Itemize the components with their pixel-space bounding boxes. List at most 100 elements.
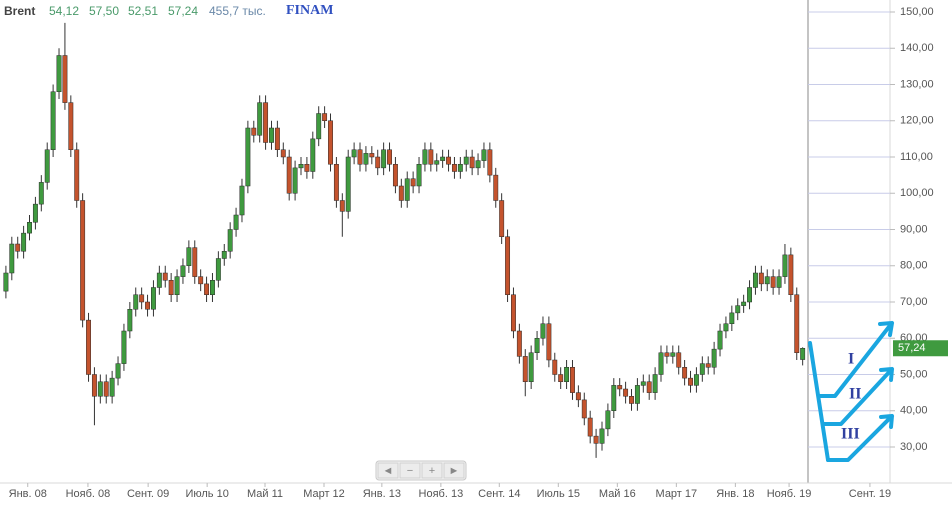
last-price-label: 57,24: [898, 342, 926, 354]
candle-body: [375, 156, 381, 169]
candle-body: [570, 367, 575, 393]
candle-body: [446, 156, 451, 165]
candle-body: [511, 294, 516, 332]
candle-body: [97, 381, 103, 397]
candle-body: [292, 167, 298, 194]
candle-body: [522, 356, 528, 382]
candle-body: [752, 272, 758, 288]
candle-body: [392, 164, 398, 187]
x-tick-label: Нояб. 19: [767, 488, 812, 500]
candle-body: [794, 294, 800, 353]
candle-body: [310, 138, 316, 172]
candle-body: [80, 200, 86, 321]
candle-body: [168, 280, 174, 295]
candle-body: [257, 102, 263, 136]
candle-body: [617, 385, 623, 390]
nav-button[interactable]: −: [399, 462, 421, 479]
candle-body: [9, 243, 15, 274]
candle-body: [611, 385, 617, 411]
scenario-iii: [826, 414, 894, 462]
candle-body: [192, 247, 198, 277]
candle-body: [776, 276, 782, 288]
candle-body: [210, 280, 215, 295]
candle-body: [688, 377, 693, 386]
candle-body: [103, 381, 109, 397]
close-value: 57,24: [168, 4, 198, 18]
nav-button-label: ◄: [383, 465, 394, 477]
y-tick-label: 140,00: [900, 42, 934, 54]
annotation: I: [848, 351, 854, 368]
candle-body: [387, 149, 392, 165]
candle-body: [245, 127, 251, 187]
candle-body: [298, 164, 304, 169]
candle-body: [705, 363, 711, 368]
candle-body: [516, 330, 522, 357]
candle-body: [693, 374, 699, 386]
x-tick-label: Май 16: [599, 488, 636, 500]
x-tick-label: Сент. 09: [127, 488, 169, 500]
candle-body: [575, 392, 581, 401]
navigation: ◄ − + ►: [375, 460, 467, 481]
candle-body: [428, 149, 434, 165]
candle-body: [180, 265, 186, 277]
candle-body: [629, 396, 634, 404]
scenario-ii: [822, 367, 894, 426]
candle-body: [723, 323, 729, 332]
candle-body: [280, 149, 286, 158]
candle-body: [145, 301, 150, 310]
x-tick-label: Сент. 14: [478, 488, 520, 500]
candle-body: [758, 272, 764, 285]
nav-button-label: ►: [449, 465, 460, 477]
candle-body: [540, 323, 546, 339]
candle-body: [711, 348, 717, 368]
candle-body: [286, 156, 292, 194]
candle-body: [652, 374, 658, 393]
candle-body: [32, 203, 38, 223]
nav-button-label: +: [429, 465, 435, 477]
nav-button-bg: [421, 462, 443, 479]
candle-body: [239, 185, 245, 216]
candle-body: [369, 153, 375, 158]
candle-body: [62, 55, 68, 103]
candle-body: [564, 367, 570, 382]
x-tick-label: Июль 15: [537, 488, 580, 500]
candle-body: [56, 55, 62, 92]
y-tick-label: 40,00: [900, 405, 928, 417]
y-tick-label: 150,00: [900, 6, 934, 18]
candle-body: [68, 102, 74, 150]
x-tick-label: Нояб. 13: [419, 488, 464, 500]
candle-body: [770, 276, 776, 288]
candle-body: [493, 174, 499, 201]
candle-body: [215, 258, 221, 281]
candle-body: [381, 149, 387, 169]
candle-body: [74, 149, 80, 201]
candle-body: [221, 251, 227, 259]
candle-body: [682, 367, 688, 379]
y-tick-label: 110,00: [900, 151, 933, 163]
candle-body: [670, 352, 676, 357]
candle-body: [269, 127, 274, 143]
nav-button-bg: [443, 462, 465, 479]
candle-body: [304, 164, 310, 172]
nav-button[interactable]: ►: [443, 462, 465, 479]
x-tick-label: Март 12: [303, 488, 345, 500]
candle-body: [676, 352, 682, 368]
x-tick-label: Янв. 13: [363, 488, 401, 500]
candle-body: [469, 156, 475, 169]
candle-body: [204, 283, 210, 295]
candle-body: [735, 305, 741, 314]
candle-body: [487, 149, 493, 176]
candle-body: [404, 178, 410, 201]
candle-body: [782, 254, 788, 277]
candle-body: [322, 113, 328, 121]
nav-button[interactable]: +: [421, 462, 443, 479]
candle-body: [558, 374, 564, 382]
y-tick-label: 70,00: [900, 296, 928, 308]
open-value: 54,12: [49, 4, 79, 18]
candle-body: [363, 153, 369, 165]
nav-button[interactable]: ◄: [377, 462, 399, 479]
candle-body: [422, 149, 428, 165]
candle-body: [339, 200, 345, 212]
candle-body: [410, 178, 416, 187]
